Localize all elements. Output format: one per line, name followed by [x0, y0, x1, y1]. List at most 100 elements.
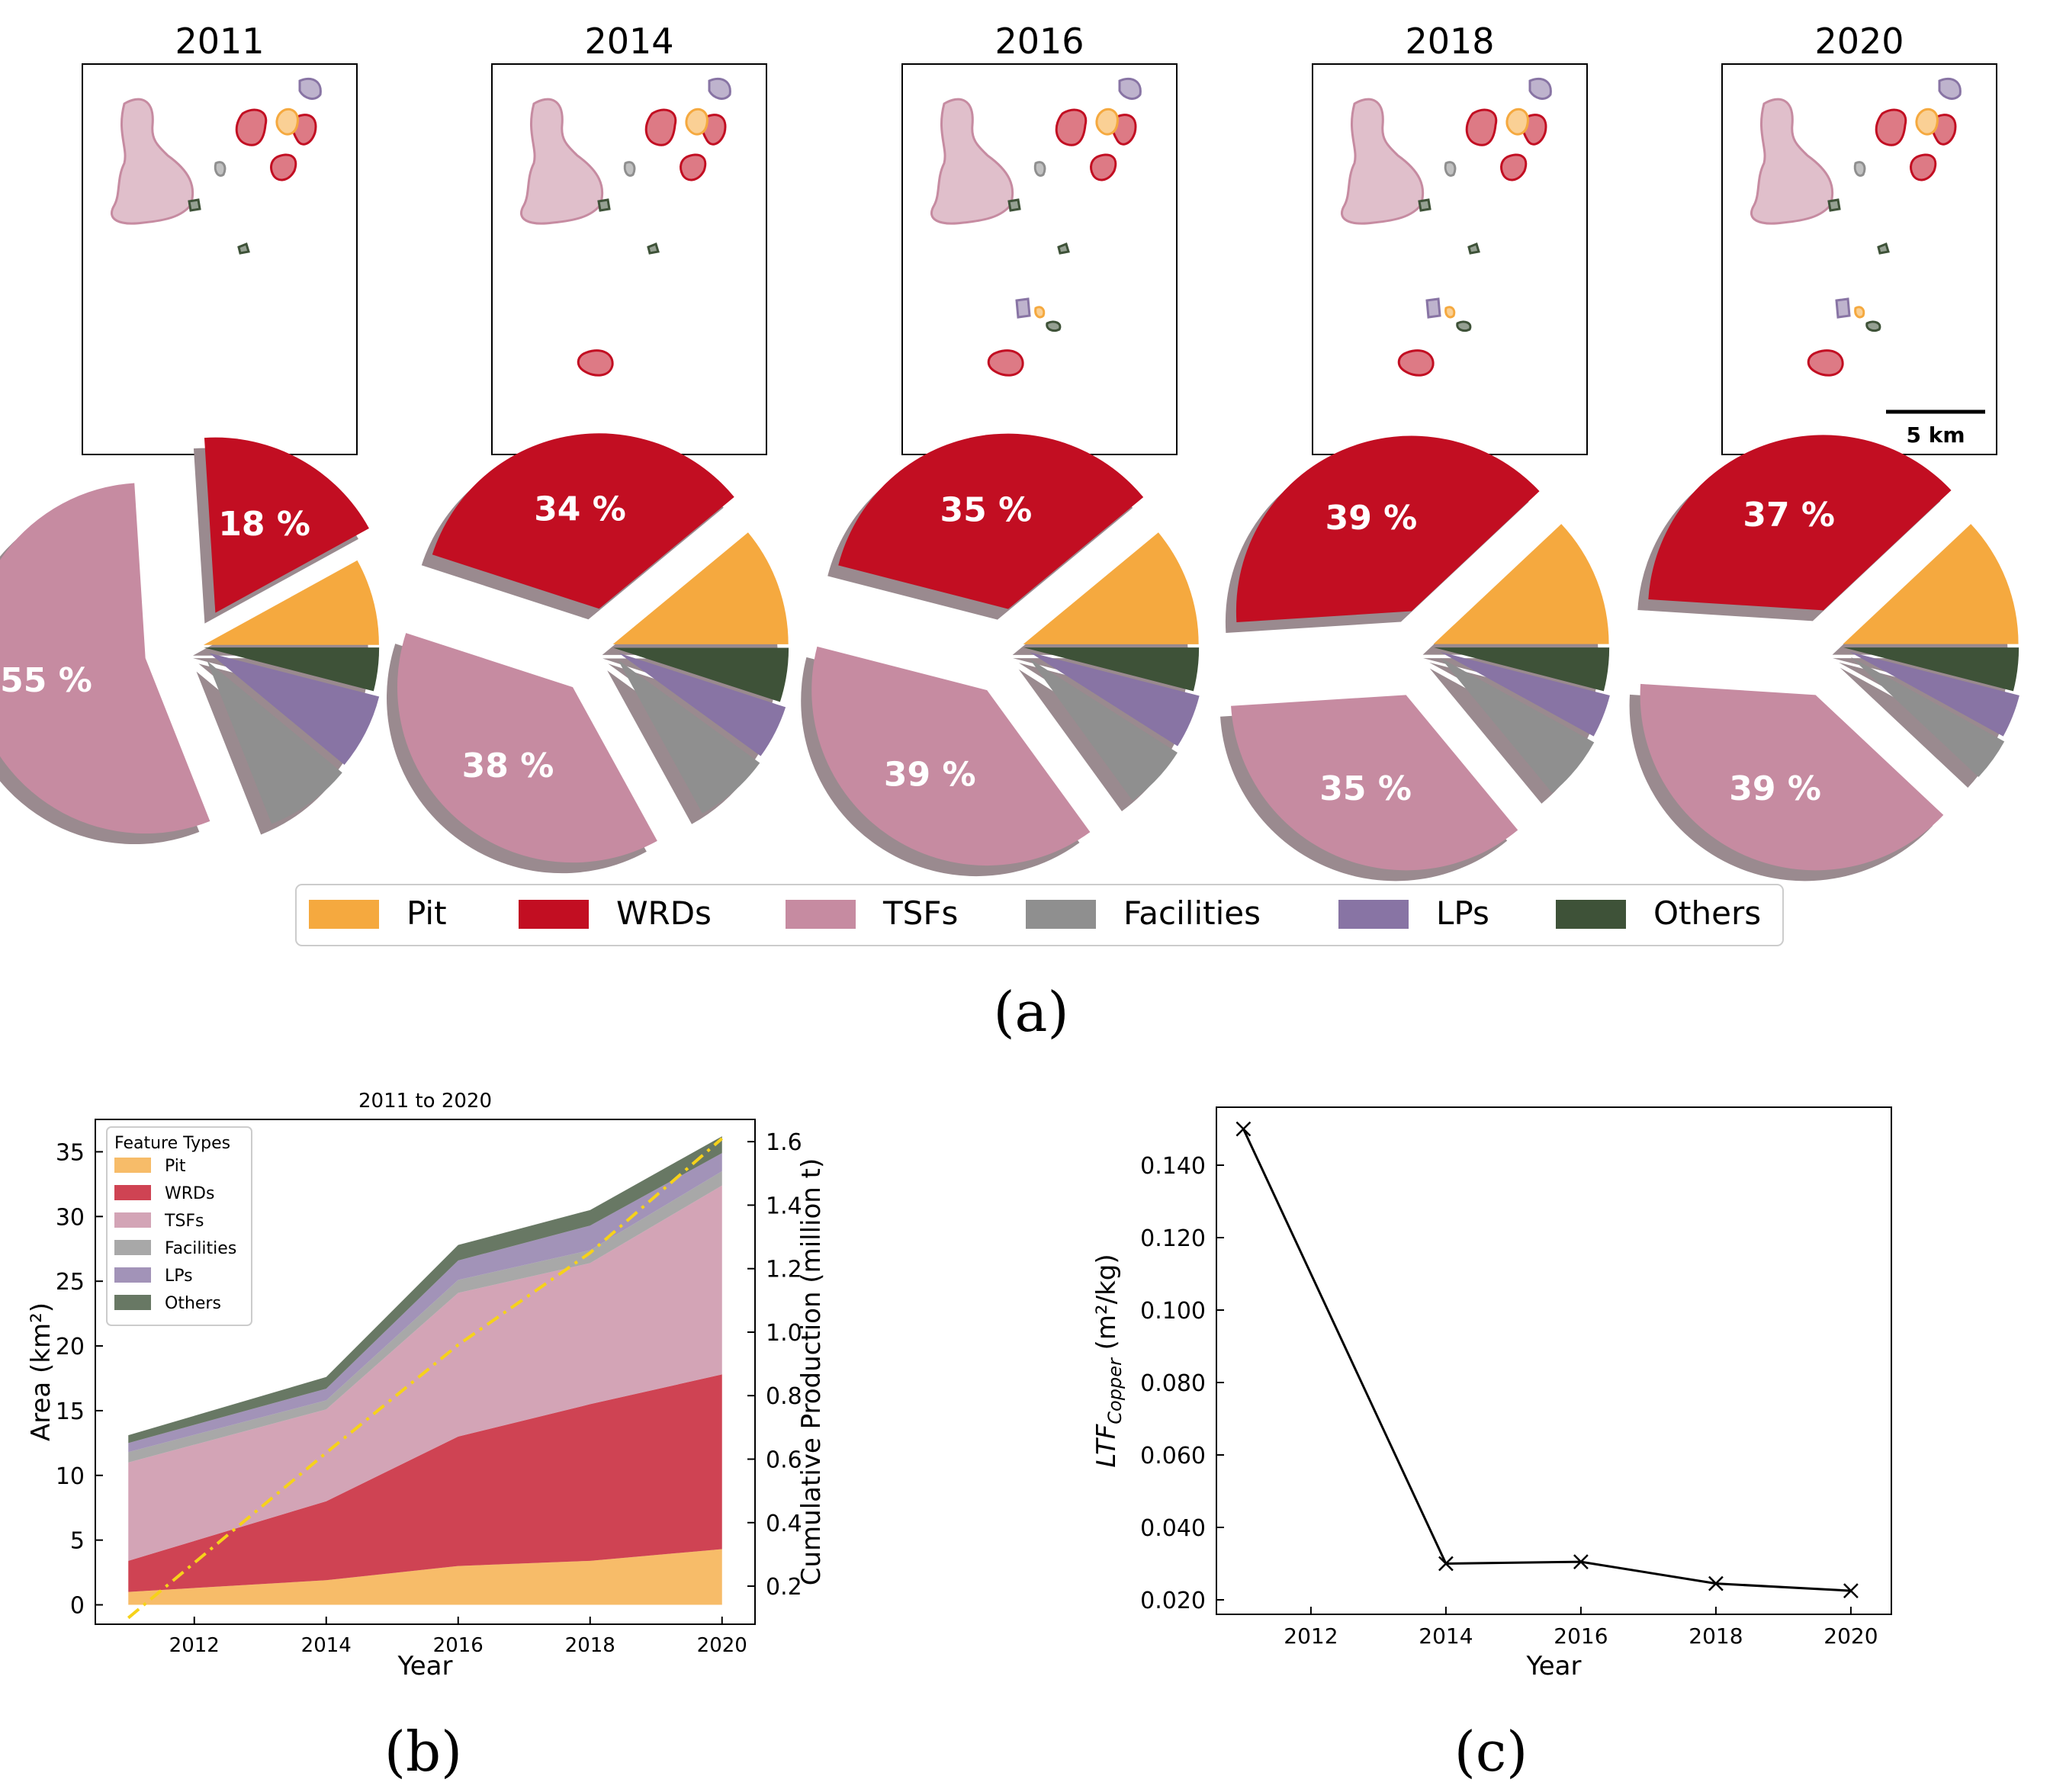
pie-slice-tsfs — [0, 483, 210, 834]
map-feature-wrds — [680, 153, 707, 181]
y-tick-label: 15 — [56, 1399, 85, 1425]
pie-slice-others — [613, 647, 789, 702]
map-feature-others — [1418, 198, 1431, 212]
legend-label: Pit — [165, 1157, 186, 1176]
map-feature-lps — [1528, 77, 1552, 100]
area-series-lps — [128, 1153, 722, 1453]
pie-slice-lps — [1440, 651, 1610, 737]
pie-slice-wrds — [1648, 435, 1952, 611]
pie-slice-wrds — [838, 433, 1144, 609]
map-inset — [1721, 63, 1997, 455]
map-feature-pit — [1915, 108, 1939, 136]
y2-tick-label: 0.4 — [766, 1511, 802, 1537]
pie-slice-label: 35 % — [1319, 769, 1412, 808]
ltf-marker — [1573, 1554, 1589, 1570]
map-feature-wrds — [1500, 153, 1528, 181]
pie: 18 % 55 % — [0, 437, 380, 845]
y-tick-label: 0.080 — [1140, 1370, 1206, 1397]
map-feature-wrds — [1875, 108, 1907, 146]
pie-slice-others — [1023, 647, 1200, 692]
area-series-pit — [128, 1549, 722, 1605]
pie-slice-label: 38 % — [462, 747, 554, 785]
map-feature-others — [1456, 320, 1472, 332]
map-feature-pit — [1505, 108, 1529, 136]
pie-charts: 18 % 55 % 34 % 38 % 35 % 39 % 39 % 35 % 37 % 39 % — [0, 433, 2019, 882]
x-tick-label: 2012 — [169, 1634, 220, 1657]
y-tick-label: 25 — [56, 1269, 85, 1296]
legend-swatch-wrds — [114, 1185, 151, 1200]
y-axis-label-main: LTF — [1091, 1424, 1122, 1467]
legend-swatch-tsfs — [786, 900, 856, 929]
map-feature-others — [1467, 242, 1480, 255]
x-tick-label: 2014 — [301, 1634, 352, 1657]
pie: 34 % 38 % — [387, 433, 789, 874]
x-tick-label: 2020 — [1823, 1623, 1878, 1649]
pie-slice-tsfs — [397, 633, 657, 863]
pie: 39 % 35 % — [1220, 435, 1610, 882]
x-tick-label: 2018 — [565, 1634, 615, 1657]
legend-label: WRDs — [165, 1184, 214, 1203]
pie-slice-others — [1434, 647, 1610, 692]
legend-label: Pit — [406, 894, 447, 932]
pie-title: 2011 — [175, 21, 264, 62]
y2-tick-label: 1.4 — [766, 1193, 802, 1219]
y-tick-label: 0.140 — [1140, 1153, 1206, 1180]
area-series-others — [128, 1136, 722, 1444]
y2-tick-label: 1.0 — [766, 1320, 802, 1347]
legend-label: LPs — [1436, 894, 1489, 932]
production-line — [127, 1137, 724, 1620]
map-feature-others — [1007, 198, 1021, 212]
pie-title: 2018 — [1405, 21, 1494, 62]
map-feature-lps — [1118, 77, 1142, 100]
pie-slice-label: 39 % — [1729, 769, 1821, 808]
legend-label: Others — [165, 1294, 221, 1313]
x-tick-label: 2014 — [1419, 1623, 1473, 1649]
pie-slice-label: 55 % — [0, 661, 92, 700]
pie: 37 % 39 % — [1629, 435, 2019, 882]
map-inset — [491, 63, 767, 455]
map-feature-tsfs — [1750, 98, 1834, 225]
x-tick-label: 2018 — [1689, 1623, 1743, 1649]
map-feature-others — [237, 242, 250, 255]
legend-label: Others — [1653, 894, 1761, 932]
map-feature-others — [1046, 320, 1062, 332]
x-axis-label: Year — [1526, 1651, 1582, 1681]
pie-slice-facilities — [1029, 658, 1178, 801]
y-tick-label: 30 — [56, 1204, 85, 1231]
map-feature-wrds — [577, 349, 614, 377]
y2-tick-label: 0.2 — [766, 1574, 802, 1601]
line-chart: 2012 2014 2016 2018 2020 0.020 0.040 0.060 0.080… — [1091, 1106, 1892, 1681]
map-feature-facilities — [623, 161, 636, 177]
pie-slice-lps — [1849, 651, 2019, 737]
map-feature-pit — [1034, 306, 1046, 319]
pie-title: 2020 — [1814, 21, 1904, 62]
pie-slice-label: 39 % — [1325, 499, 1418, 538]
x-tick-label: 2012 — [1284, 1623, 1338, 1649]
map-feature-others — [597, 198, 611, 212]
legend-swatch-pit — [309, 900, 379, 929]
map-feature-wrds — [1465, 108, 1498, 146]
scale-bar-label: 5 km — [1906, 422, 1965, 448]
legend-label: WRDs — [616, 894, 712, 932]
plot-frame — [95, 1119, 756, 1625]
y2-axis-label: Cumulative Production (million t) — [796, 1158, 827, 1586]
legend-swatch-others — [114, 1295, 151, 1310]
pie-title: 2014 — [584, 21, 673, 62]
x-tick-label: 2016 — [1554, 1623, 1608, 1649]
panel-label-a: (a) — [993, 980, 1068, 1044]
x-tick-label: 2020 — [697, 1634, 747, 1657]
y-tick-label: 0.120 — [1140, 1225, 1206, 1252]
pie-slice-wrds — [432, 433, 734, 609]
ltf-line — [1242, 1128, 1851, 1592]
y2-tick-label: 1.6 — [766, 1129, 802, 1156]
map-feature-pit — [685, 108, 709, 136]
map-feature-lps — [1835, 297, 1851, 319]
y-tick-label: 0.060 — [1140, 1443, 1206, 1469]
pie-slice-tsfs — [1231, 695, 1518, 871]
map-feature-wrds — [1807, 349, 1844, 377]
map-feature-lps — [1015, 297, 1031, 319]
y-tick-label: 35 — [56, 1139, 85, 1166]
pie-slice-lps — [1029, 652, 1200, 747]
map-feature-wrds — [644, 108, 677, 146]
y-axis-label: LTFCopper (m²/kg) — [1091, 1254, 1126, 1467]
